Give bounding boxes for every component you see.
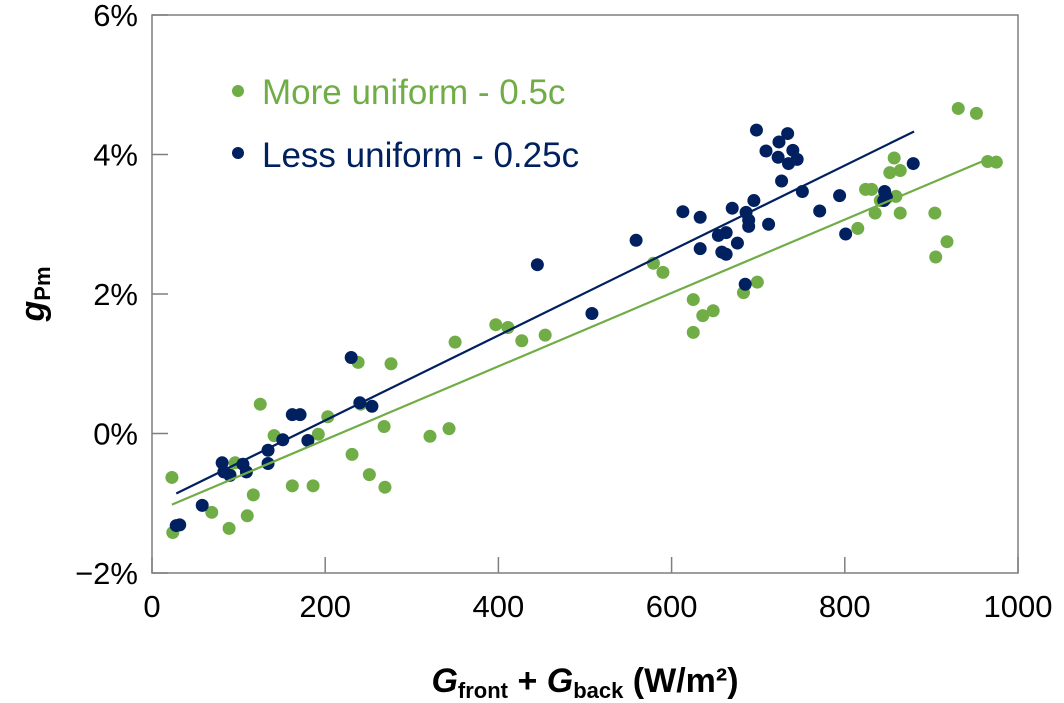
data-point-less-uniform	[530, 258, 544, 272]
data-point-more-uniform	[205, 505, 219, 519]
data-point-less-uniform	[629, 233, 643, 247]
data-point-less-uniform	[747, 194, 761, 208]
data-point-more-uniform	[940, 235, 954, 249]
data-point-less-uniform	[790, 152, 804, 166]
y-tick-label: 6%	[93, 0, 138, 33]
data-point-more-uniform	[423, 429, 437, 443]
data-point-less-uniform	[293, 408, 307, 422]
legend-marker-more-uniform	[232, 85, 244, 97]
data-point-less-uniform	[762, 217, 776, 231]
data-point-less-uniform	[833, 189, 847, 203]
data-point-less-uniform	[585, 307, 599, 321]
data-point-less-uniform	[365, 399, 379, 413]
data-point-more-uniform	[893, 164, 907, 178]
data-point-less-uniform	[344, 350, 358, 364]
data-point-more-uniform	[378, 480, 392, 494]
data-point-more-uniform	[893, 206, 907, 220]
data-point-more-uniform	[165, 470, 179, 484]
data-point-more-uniform	[929, 250, 943, 264]
data-point-less-uniform	[725, 201, 739, 215]
data-point-more-uniform	[253, 397, 267, 411]
data-point-less-uniform	[693, 210, 707, 224]
y-tick-label: 0%	[93, 417, 138, 452]
x-tick-label: 800	[819, 589, 871, 624]
data-point-more-uniform	[489, 318, 503, 332]
data-point-more-uniform	[883, 166, 897, 180]
data-point-less-uniform	[693, 242, 707, 256]
data-point-more-uniform	[969, 106, 983, 120]
data-point-more-uniform	[246, 488, 260, 502]
data-point-less-uniform	[839, 227, 853, 241]
data-point-more-uniform	[868, 206, 882, 220]
data-point-more-uniform	[240, 509, 254, 523]
data-point-less-uniform	[742, 213, 756, 227]
data-point-more-uniform	[448, 335, 462, 349]
data-point-more-uniform	[501, 320, 515, 334]
y-axis-label: gPm	[14, 266, 55, 322]
data-point-less-uniform	[906, 157, 920, 171]
data-point-more-uniform	[851, 221, 865, 235]
data-point-less-uniform	[749, 123, 763, 137]
data-point-less-uniform	[719, 226, 733, 240]
x-tick-label: 400	[473, 589, 525, 624]
data-point-less-uniform	[738, 277, 752, 291]
data-point-less-uniform	[759, 144, 773, 158]
data-point-less-uniform	[301, 433, 315, 447]
legend-marker-less-uniform	[232, 147, 244, 159]
data-point-less-uniform	[813, 204, 827, 218]
y-tick-label: 2%	[93, 277, 138, 312]
x-tick-label: 1000	[984, 589, 1053, 624]
data-point-more-uniform	[285, 479, 299, 493]
data-point-more-uniform	[384, 357, 398, 371]
data-point-more-uniform	[686, 293, 700, 307]
trendline-less-uniform	[175, 130, 915, 495]
x-tick-label: 200	[299, 589, 351, 624]
x-tick-label: 0	[143, 589, 160, 624]
data-point-less-uniform	[775, 174, 789, 188]
x-tick-label: 600	[646, 589, 698, 624]
data-point-more-uniform	[656, 265, 670, 279]
data-point-more-uniform	[345, 447, 359, 461]
data-point-more-uniform	[951, 101, 965, 115]
y-tick-label: −2%	[75, 556, 138, 591]
data-marks	[165, 101, 1003, 540]
data-point-less-uniform	[730, 236, 744, 250]
data-point-more-uniform	[515, 334, 529, 348]
data-point-more-uniform	[928, 206, 942, 220]
data-point-less-uniform	[676, 205, 690, 219]
legend-label-more-uniform: More uniform - 0.5c	[262, 73, 565, 112]
data-point-more-uniform	[865, 182, 879, 196]
y-tick-label: 4%	[93, 138, 138, 173]
legend: More uniform - 0.5c Less uniform - 0.25c	[232, 73, 579, 175]
data-point-more-uniform	[538, 328, 552, 342]
trendline-more-uniform	[171, 156, 991, 506]
data-point-more-uniform	[989, 155, 1003, 169]
data-point-more-uniform	[311, 427, 325, 441]
data-point-more-uniform	[222, 521, 236, 535]
data-point-more-uniform	[686, 325, 700, 339]
data-point-less-uniform	[195, 498, 209, 512]
data-point-less-uniform	[771, 150, 785, 164]
data-point-more-uniform	[706, 304, 720, 318]
data-point-more-uniform	[377, 420, 391, 434]
data-point-less-uniform	[719, 247, 733, 261]
data-point-more-uniform	[887, 151, 901, 165]
axes: −2% 0% 2% 4% 6% 0 200 400 600 800 1000	[75, 0, 1052, 624]
data-point-less-uniform	[772, 135, 786, 149]
data-point-more-uniform	[306, 479, 320, 493]
x-axis-label: Gfront + Gback (W/m²)	[431, 662, 738, 703]
data-point-more-uniform	[750, 275, 764, 289]
data-point-less-uniform	[173, 518, 187, 532]
data-point-more-uniform	[442, 422, 456, 436]
data-point-less-uniform	[781, 127, 795, 141]
data-point-more-uniform	[362, 468, 376, 482]
legend-label-less-uniform: Less uniform - 0.25c	[262, 136, 579, 175]
data-point-more-uniform	[696, 309, 710, 323]
